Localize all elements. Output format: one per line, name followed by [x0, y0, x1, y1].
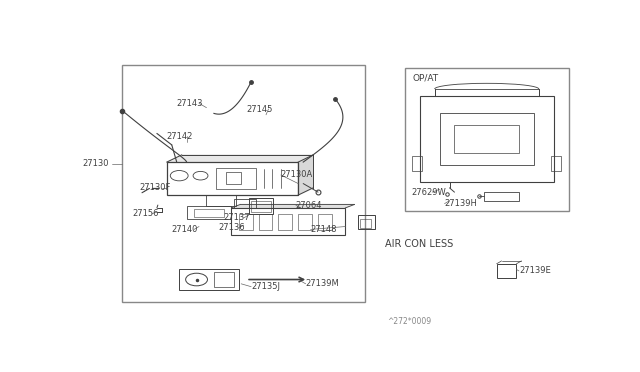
Text: 27629W: 27629W: [412, 187, 446, 197]
Text: 27064: 27064: [296, 201, 323, 209]
Text: 27148: 27148: [310, 225, 337, 234]
Bar: [358, 215, 375, 230]
Bar: [207, 195, 236, 206]
Text: 27137: 27137: [224, 214, 250, 222]
Bar: [239, 214, 253, 230]
Text: 27135J: 27135J: [251, 282, 280, 291]
Polygon shape: [167, 155, 313, 162]
Bar: [278, 214, 292, 230]
Text: 27139E: 27139E: [519, 266, 550, 275]
Text: 27130A: 27130A: [281, 170, 313, 179]
Bar: [497, 264, 516, 278]
Bar: [318, 214, 332, 230]
Bar: [248, 198, 273, 214]
Bar: [405, 68, 568, 211]
Bar: [360, 219, 371, 228]
Bar: [551, 156, 561, 171]
Bar: [251, 201, 271, 212]
Bar: [420, 96, 554, 182]
Bar: [227, 172, 241, 183]
Polygon shape: [231, 205, 355, 208]
Bar: [259, 214, 273, 230]
Bar: [179, 269, 239, 289]
Bar: [298, 214, 312, 230]
Text: ^272*0009: ^272*0009: [388, 317, 431, 326]
Bar: [454, 125, 519, 154]
Text: 27140: 27140: [172, 225, 198, 234]
Bar: [167, 162, 298, 195]
Text: 27139M: 27139M: [306, 279, 339, 288]
Text: 27139H: 27139H: [445, 199, 477, 208]
Bar: [214, 272, 234, 287]
Bar: [194, 209, 224, 217]
Text: 27145: 27145: [246, 105, 273, 113]
Text: OP/AT: OP/AT: [412, 73, 438, 82]
Bar: [187, 206, 231, 219]
Bar: [122, 65, 365, 302]
Text: 27142: 27142: [167, 132, 193, 141]
Bar: [216, 168, 256, 189]
Text: AIR CON LESS: AIR CON LESS: [385, 239, 453, 249]
Bar: [234, 199, 256, 208]
Bar: [440, 113, 534, 165]
Bar: [435, 89, 539, 96]
Text: 27130: 27130: [83, 159, 109, 168]
Text: 27156: 27156: [132, 209, 159, 218]
Polygon shape: [298, 155, 313, 195]
Bar: [231, 208, 346, 235]
Text: 27130F: 27130F: [140, 183, 171, 192]
Text: 27136: 27136: [219, 224, 246, 232]
Bar: [484, 192, 519, 201]
Text: 27143: 27143: [177, 99, 204, 108]
Bar: [412, 156, 422, 171]
